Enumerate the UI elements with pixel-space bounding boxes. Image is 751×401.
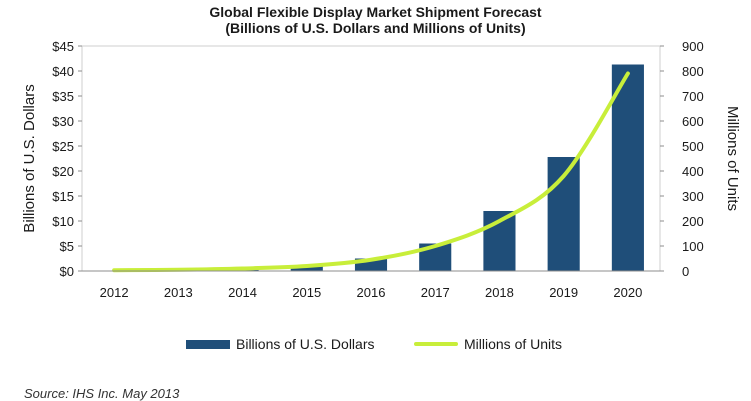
y-tick-label: $5 [60,239,74,254]
y2-tick-label: 500 [682,139,704,154]
legend-item-units: Millions of Units [414,336,562,352]
y-tick-label: $0 [60,264,74,279]
legend-swatch-bar [186,339,230,349]
y2-tick-label: 600 [682,114,704,129]
y2-tick-label: 400 [682,164,704,179]
y-tick-label: $15 [52,189,74,204]
x-tick-label: 2014 [228,285,257,300]
y2-tick-label: 0 [682,264,689,279]
x-tick-label: 2018 [485,285,514,300]
y2-tick-label: 300 [682,189,704,204]
y-tick-label: $20 [52,164,74,179]
legend-item-dollars: Billions of U.S. Dollars [186,336,375,352]
y-tick-label: $40 [52,64,74,79]
legend: Billions of U.S. Dollars Millions of Uni… [0,336,751,356]
bar [611,64,644,271]
x-tick-label: 2017 [421,285,450,300]
series-line-units [112,71,630,273]
chart-svg: $0 $5 $10 $15 $20 $25 $30 $35 $40 $45 0 100 200 300 40… [21,39,741,300]
chart-title: Global Flexible Display Market Shipment … [209,4,542,20]
y2-tick-label: 900 [682,39,704,54]
x-tick-label: 2019 [549,285,578,300]
legend-label-units: Millions of Units [464,336,563,352]
chart-subtitle: (Billions of U.S. Dollars and Millions o… [225,20,526,36]
y-tick-label: $25 [52,139,74,154]
x-tick-label: 2013 [164,285,193,300]
y2-tick-label: 100 [682,239,704,254]
y-tick-label: $35 [52,89,74,104]
y2-tick-label: 200 [682,214,704,229]
y-axis-title: Billions of U.S. Dollars [21,84,38,232]
legend-swatch-line [414,342,458,346]
x-tick-label: 2016 [357,285,386,300]
y2-tick-label: 700 [682,89,704,104]
y-tick-label: $45 [52,39,74,54]
x-tick-label: 2015 [292,285,321,300]
y2-axis-title: Millions of Units [724,106,741,211]
source-note: Source: IHS Inc. May 2013 [24,386,180,401]
x-tick-label: 2012 [100,285,129,300]
x-tick-label: 2020 [613,285,642,300]
legend-label-dollars: Billions of U.S. Dollars [236,336,375,352]
y2-tick-label: 800 [682,64,704,79]
y-tick-label: $30 [52,114,74,129]
y-tick-label: $10 [52,214,74,229]
